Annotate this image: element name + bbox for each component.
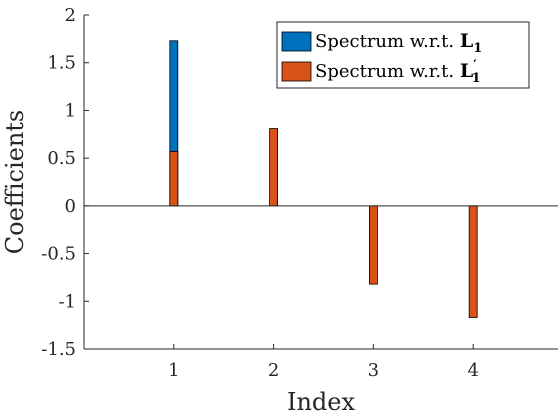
legend-swatch-2 xyxy=(281,61,312,82)
y-tick-label: 0.5 xyxy=(47,148,76,169)
legend-subscript: 1 xyxy=(473,41,482,56)
legend-prime: ′ xyxy=(473,58,477,73)
bar-series-2-index-4 xyxy=(468,205,478,318)
legend-symbol: L xyxy=(460,60,473,82)
legend-label-1: Spectrum w.r.t. L1 xyxy=(315,30,482,56)
legend-box xyxy=(276,21,530,89)
y-tick-label: -1.5 xyxy=(41,339,76,360)
x-tick-label: 1 xyxy=(168,360,179,381)
legend-symbol: L xyxy=(460,30,473,52)
axes-layer xyxy=(83,15,558,350)
y-tick-label: -1 xyxy=(58,291,76,312)
y-tick-label: 2 xyxy=(65,5,76,26)
y-tick-label: 1 xyxy=(65,100,76,121)
y-axis-title: Coefficients xyxy=(1,110,29,254)
x-axis-title: Index xyxy=(287,388,356,416)
ticks-layer: -1.5 -1 -0.5 0 0.5 1 1.5 2 1 2 3 4 xyxy=(41,5,479,381)
x-tick-label: 2 xyxy=(268,360,279,381)
y-tick-label: 1.5 xyxy=(47,53,76,74)
legend-label-2: Spectrum w.r.t. L′ 1 xyxy=(315,58,481,86)
x-tick-label: 3 xyxy=(368,360,379,381)
bars-layer xyxy=(169,40,478,318)
x-tick-label: 4 xyxy=(467,360,478,381)
legend-subscript: 1 xyxy=(472,71,481,86)
bar-series-2-index-3 xyxy=(368,205,378,285)
y-tick-label: -0.5 xyxy=(41,244,76,265)
legend-swatch-1 xyxy=(281,31,312,52)
y-tick-label: 0 xyxy=(65,196,76,217)
bar-series-2-index-1 xyxy=(169,151,179,207)
bar-series-2-index-2 xyxy=(269,128,279,207)
